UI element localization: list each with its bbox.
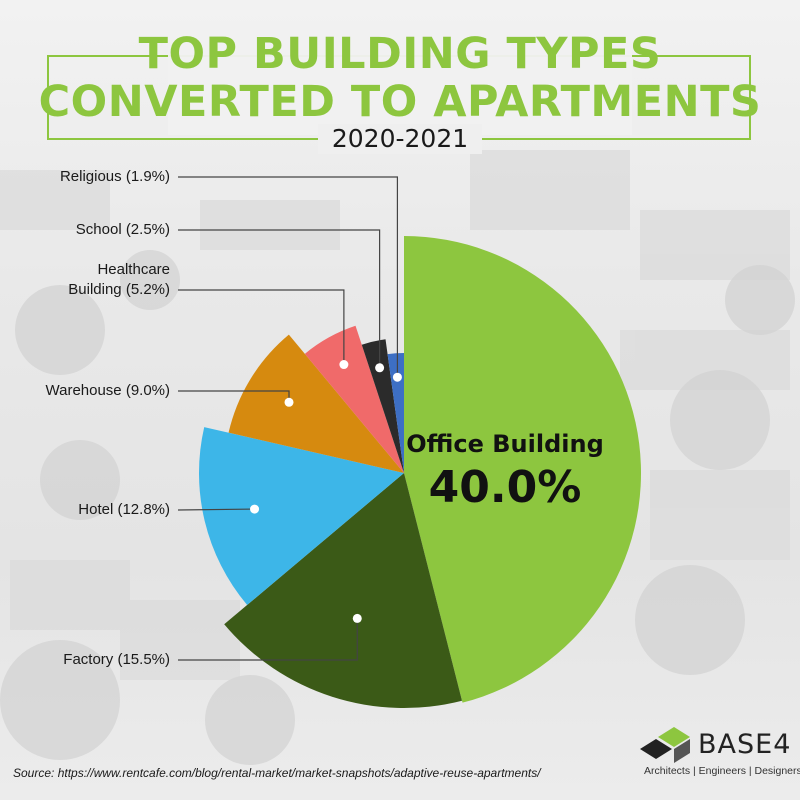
office-building-value: 40.0% [428, 462, 582, 513]
base4-logo: BASE4 Architects | Engineers | Designers [638, 727, 800, 787]
title-frame-gap [168, 40, 632, 135]
leader-dot-factory [352, 613, 362, 623]
leader-dot-hotel [250, 504, 260, 514]
label-factory: Factory (15.5%) [63, 650, 170, 670]
leader-dot-warehouse [284, 397, 294, 407]
slice-school [361, 339, 404, 473]
leader-line-healthcare-building [178, 289, 345, 365]
subtitle-years: 2020-2021 [317, 124, 483, 154]
leader-line-hotel [177, 508, 255, 511]
label-hotel: Hotel (12.8%) [78, 500, 170, 520]
slice-factory [224, 473, 463, 708]
leader-line-school [178, 229, 381, 368]
title-line-1: TOP BUILDING TYPES [138, 29, 662, 79]
label-warehouse: Warehouse (9.0%) [46, 381, 171, 401]
label-line: Warehouse (9.0%) [45, 382, 171, 399]
leader-dot-school [375, 363, 385, 373]
label-healthcare-building: Healthcare Building (5.2%) [68, 260, 170, 300]
label-line: School (2.5%) [75, 221, 170, 238]
logo-name: BASE4 [698, 729, 792, 760]
label-line: Hotel (12.8%) [78, 501, 170, 518]
logo-tagline: Architects | Engineers | Designers [644, 765, 800, 777]
source-citation: Source: https://www.rentcafe.com/blog/re… [13, 766, 541, 780]
slice-healthcare-building [304, 325, 404, 473]
slice-office-building [404, 236, 641, 703]
subtitle-wrap: 2020-2021 [0, 124, 800, 154]
leader-dot-healthcare-building [339, 360, 349, 370]
title-line-2: CONVERTED TO APARTMENTS [38, 77, 762, 127]
slice-warehouse [228, 334, 404, 473]
slice-religious [387, 353, 404, 473]
leader-line-religious [178, 176, 399, 378]
leader-dot-religious [392, 372, 402, 382]
label-line: Building (5.2%) [68, 281, 170, 298]
cube-logo-icon [640, 727, 690, 763]
slice-hotel [198, 427, 404, 605]
label-school: School (2.5%) [76, 220, 170, 240]
leader-line-factory [178, 618, 358, 661]
label-line: Religious (1.9%) [59, 168, 170, 185]
label-line: Healthcare [97, 261, 170, 278]
label-line: Factory (15.5%) [63, 651, 170, 668]
label-religious: Religious (1.9%) [60, 167, 170, 187]
office-building-label: Office Building [406, 430, 604, 458]
